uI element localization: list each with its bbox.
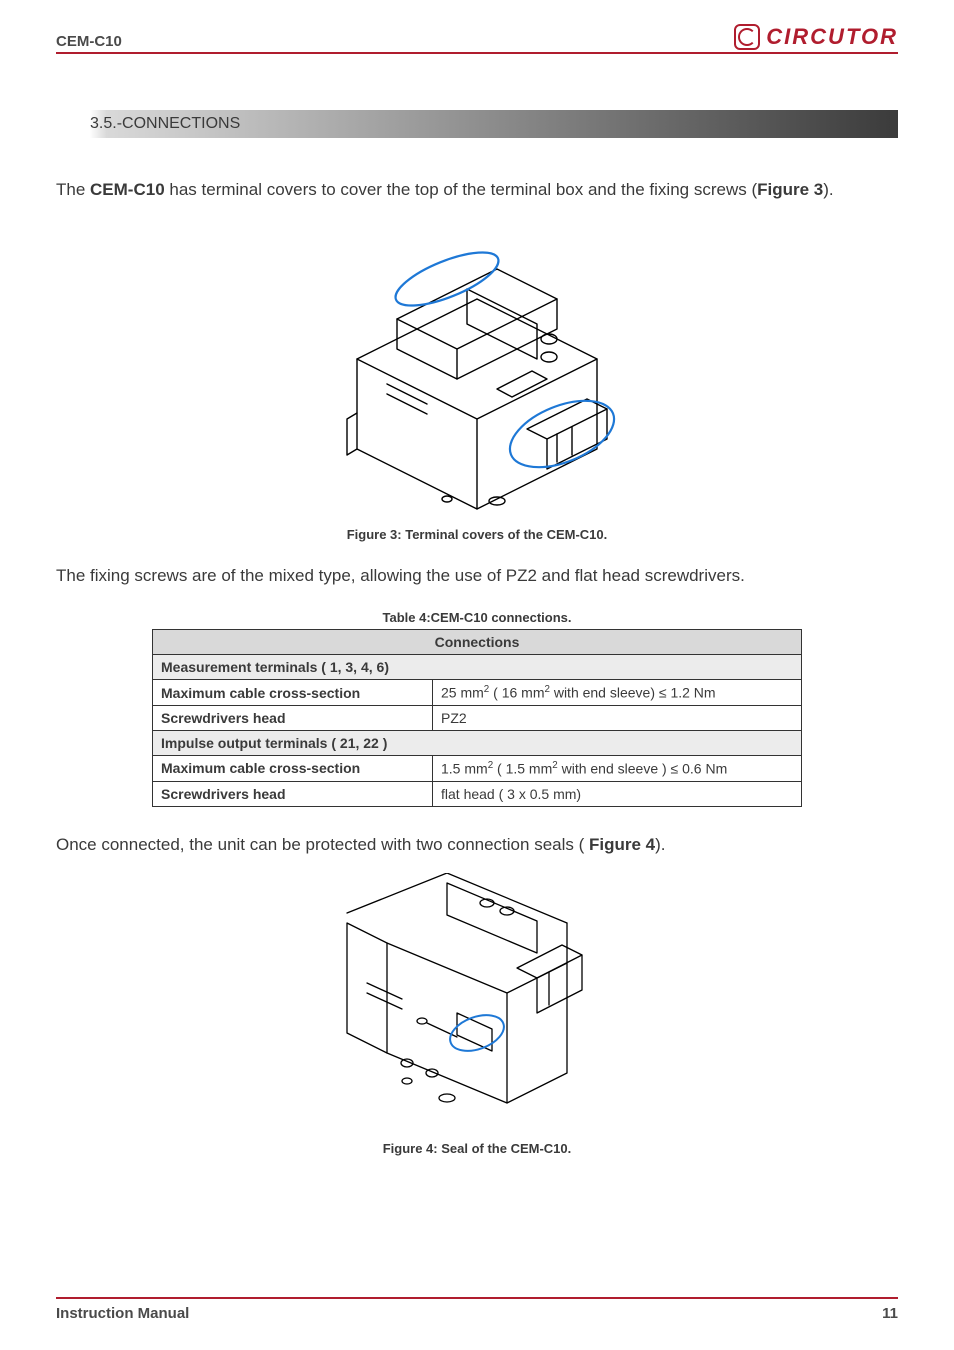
figure-4-caption: Figure 4: Seal of the CEM-C10. [337, 1141, 617, 1156]
section-heading: 3.5.- CONNECTIONS [56, 110, 898, 138]
brand-logo: CIRCUTOR [734, 24, 898, 50]
table-row: Screwdrivers head PZ2 [153, 705, 802, 730]
table-group-2: Impulse output terminals ( 21, 22 ) [153, 730, 802, 755]
section-title: CONNECTIONS [122, 115, 240, 133]
figure-3-diagram [297, 219, 657, 519]
figure-4: Figure 4: Seal of the CEM-C10. [56, 873, 898, 1158]
brand-name: CIRCUTOR [766, 24, 898, 50]
page-header: CEM-C10 CIRCUTOR [56, 24, 898, 54]
figure-3: Figure 3: Terminal covers of the CEM-C10… [56, 219, 898, 544]
figure-4-highlight [445, 1009, 509, 1058]
page-content: 3.5.- CONNECTIONS The CEM-C10 has termin… [56, 54, 898, 1158]
figure-3-highlights [389, 241, 623, 480]
paragraph-1: The CEM-C10 has terminal covers to cover… [56, 178, 898, 203]
table-row: Maximum cable cross-section 1.5 mm2 ( 1.… [153, 755, 802, 781]
footer-page-number: 11 [882, 1305, 898, 1322]
section-number: 3.5.- [90, 115, 122, 133]
paragraph-2: The fixing screws are of the mixed type,… [56, 564, 898, 589]
document-model: CEM-C10 [56, 33, 122, 50]
paragraph-3: Once connected, the unit can be protecte… [56, 833, 898, 858]
table-header: Connections [153, 630, 802, 655]
table-row: Screwdrivers head flat head ( 3 x 0.5 mm… [153, 781, 802, 806]
footer-title: Instruction Manual [56, 1305, 189, 1322]
table-row: Maximum cable cross-section 25 mm2 ( 16 … [153, 680, 802, 706]
table-4: Connections Measurement terminals ( 1, 3… [152, 629, 802, 806]
figure-3-caption: Figure 3: Terminal covers of the CEM-C10… [297, 527, 657, 542]
table-group-1: Measurement terminals ( 1, 3, 4, 6) [153, 655, 802, 680]
table-4-title: Table 4:CEM-C10 connections. [56, 610, 898, 625]
brand-icon [734, 24, 760, 50]
page-footer: Instruction Manual 11 [56, 1297, 898, 1322]
figure-4-diagram [337, 873, 617, 1133]
